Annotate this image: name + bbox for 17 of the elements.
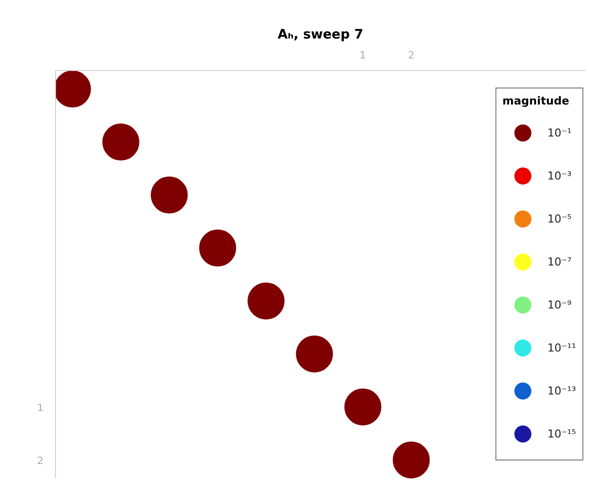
legend-label: 10⁻¹⁵ xyxy=(547,426,576,442)
legend-label: 10⁻⁷ xyxy=(547,254,572,270)
legend-title: magnitude xyxy=(502,94,570,108)
legend-label: 10⁻¹ xyxy=(547,125,572,141)
point xyxy=(392,441,430,478)
point xyxy=(102,124,140,160)
point xyxy=(296,336,333,372)
chart-title: Aₕ, sweep 7 xyxy=(278,28,364,42)
point xyxy=(344,388,382,426)
legend-label: 10⁻⁹ xyxy=(547,297,572,313)
point xyxy=(248,282,285,320)
legend-label: 10⁻⁵ xyxy=(547,211,572,227)
point xyxy=(199,230,236,266)
point xyxy=(150,176,188,214)
legend-label: 10⁻¹³ xyxy=(547,383,576,399)
legend-label: 10⁻¹¹ xyxy=(547,340,576,356)
legend-label: 10⁻³ xyxy=(547,168,572,184)
